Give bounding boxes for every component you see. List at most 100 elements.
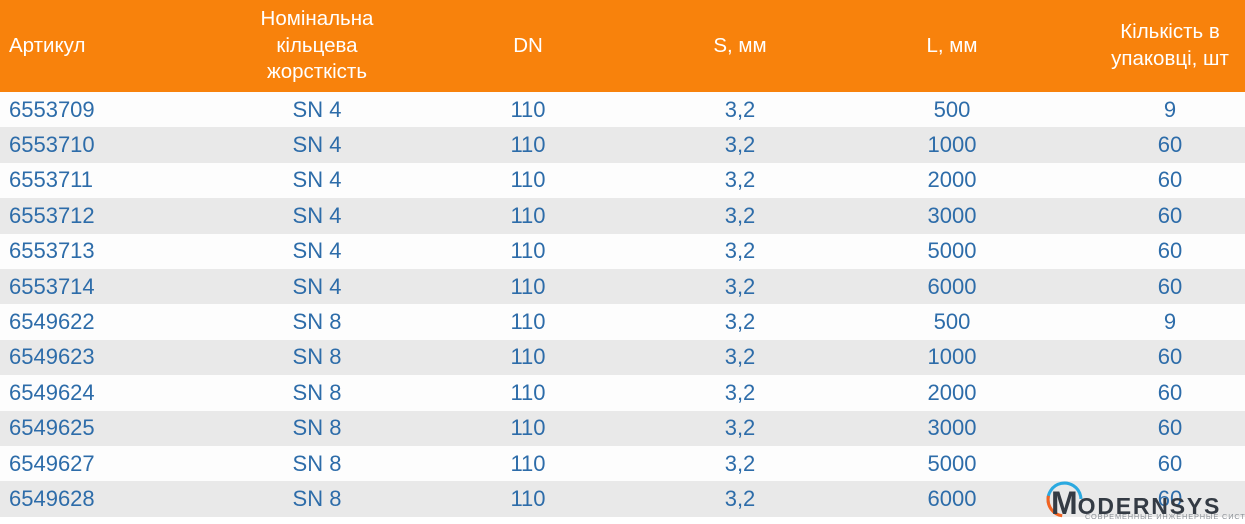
table-cell: 6549623 xyxy=(9,344,95,370)
logo-wordmark: M ODERNSYS xyxy=(1051,487,1221,519)
table-cell: SN 8 xyxy=(292,379,342,405)
table-row: 6553710 SN 4 110 3,2 1000 60 xyxy=(0,127,1245,163)
table-cell: 6549627 xyxy=(9,450,95,476)
table-cell: 110 xyxy=(510,96,546,122)
table-cell: 3,2 xyxy=(724,415,756,441)
table-cell: 6549624 xyxy=(9,379,95,405)
table-cell: 3000 xyxy=(927,202,977,228)
table-cell: 6553712 xyxy=(9,202,95,228)
logo-tagline: СОВРЕМЕННЫЕ ИНЖЕНЕРНЫЕ СИСТЕМЫ xyxy=(1085,512,1245,521)
table-cell: 3,2 xyxy=(724,485,756,511)
table-cell: 110 xyxy=(510,167,546,193)
table-row: 6549625 SN 8 110 3,2 3000 60 xyxy=(0,410,1245,446)
table-row: 6553712 SN 4 110 3,2 3000 60 xyxy=(0,198,1245,234)
table-row: 6553709 SN 4 110 3,2 500 9 xyxy=(0,92,1245,128)
table-cell: 3000 xyxy=(927,415,977,441)
table-cell: 60 xyxy=(1157,415,1183,441)
table-row: 6549623 SN 8 110 3,2 1000 60 xyxy=(0,339,1245,376)
table-cell: 6553714 xyxy=(9,273,95,299)
table-row: 6553714 SN 4 110 3,2 6000 60 xyxy=(0,268,1245,305)
table-cell: 60 xyxy=(1157,485,1183,511)
table-cell: 110 xyxy=(510,485,546,511)
table-cell: 110 xyxy=(510,238,546,264)
table-cell: 6549625 xyxy=(9,415,95,441)
logo-circle-icon xyxy=(1046,481,1083,518)
table-cell: 9 xyxy=(1163,96,1177,122)
table-cell: 6553711 xyxy=(9,167,94,193)
table-cell: 60 xyxy=(1157,167,1183,193)
table-cell: 3,2 xyxy=(724,273,756,299)
table-header-row: Артикул Номінальна кільцева жорсткість D… xyxy=(0,0,1245,92)
column-header-ring-stiffness: Номінальна кільцева жорсткість xyxy=(212,0,422,92)
table-cell: 500 xyxy=(933,96,971,122)
table-row: 6553711 SN 4 110 3,2 2000 60 xyxy=(0,162,1245,199)
column-header-s-mm: S, мм xyxy=(634,0,846,92)
table-row: 6549628 SN 8 110 3,2 6000 60 xyxy=(0,481,1245,517)
table-cell: 6549628 xyxy=(9,485,95,511)
table-cell: SN 8 xyxy=(292,415,342,441)
table-cell: SN 4 xyxy=(292,167,342,193)
table-cell: 60 xyxy=(1157,379,1183,405)
table-cell: 3,2 xyxy=(724,450,756,476)
table-cell: 110 xyxy=(510,309,546,335)
column-header-label: DN xyxy=(513,33,543,57)
table-cell: SN 4 xyxy=(292,202,342,228)
table-cell: 9 xyxy=(1163,309,1177,335)
table-cell: 6000 xyxy=(927,273,977,299)
table-cell: 500 xyxy=(933,309,971,335)
table-row: 6549627 SN 8 110 3,2 5000 60 xyxy=(0,445,1245,482)
table-cell: 6553710 xyxy=(9,132,95,158)
table-cell: 2000 xyxy=(927,167,977,193)
table-cell: 110 xyxy=(510,415,546,441)
column-header-label: Артикул xyxy=(9,33,86,57)
table-body: 6553709 SN 4 110 3,2 500 9 6553710 SN 4 110 3,2 10… xyxy=(0,92,1245,517)
table-cell: 1000 xyxy=(927,344,977,370)
table-cell: 60 xyxy=(1157,132,1183,158)
column-header-label: S, мм xyxy=(713,33,767,57)
table-cell: 60 xyxy=(1157,344,1183,370)
table-cell: SN 4 xyxy=(292,96,342,122)
table-row: 6549624 SN 8 110 3,2 2000 60 xyxy=(0,375,1245,411)
table-cell: 6553709 xyxy=(9,96,95,122)
table-cell: 110 xyxy=(510,202,546,228)
table-cell: SN 8 xyxy=(292,450,342,476)
column-header-label: Номінальна кільцева жорсткість xyxy=(260,7,374,84)
table-cell: 110 xyxy=(510,450,546,476)
table-row: 6549622 SN 8 110 3,2 500 9 xyxy=(0,304,1245,340)
table-cell: 3,2 xyxy=(724,167,756,193)
table-cell: SN 4 xyxy=(292,273,342,299)
table-cell: 3,2 xyxy=(724,96,756,122)
table-cell: SN 8 xyxy=(292,309,342,335)
table-cell: 2000 xyxy=(927,379,977,405)
table-cell: 5000 xyxy=(927,238,977,264)
table-cell: SN 8 xyxy=(292,485,342,511)
column-header-dn: DN xyxy=(422,0,634,92)
table-row: 6553713 SN 4 110 3,2 5000 60 xyxy=(0,233,1245,269)
table-cell: 3,2 xyxy=(724,344,756,370)
table-cell: 3,2 xyxy=(724,132,756,158)
table-cell: 60 xyxy=(1157,202,1183,228)
table-cell: SN 4 xyxy=(292,132,342,158)
table-cell: 6000 xyxy=(927,485,977,511)
column-header-l-mm: L, мм xyxy=(846,0,1058,92)
table-cell: 110 xyxy=(510,344,546,370)
table-cell: 60 xyxy=(1157,450,1183,476)
logo-wordmark-rest: ODERNSYS xyxy=(1077,493,1222,519)
table-cell: 110 xyxy=(510,379,546,405)
table-cell: SN 8 xyxy=(292,344,342,370)
table-cell: 110 xyxy=(510,132,546,158)
table-cell: 3,2 xyxy=(724,202,756,228)
table-cell: 3,2 xyxy=(724,238,756,264)
column-header-article: Артикул xyxy=(0,0,212,92)
table-cell: 5000 xyxy=(927,450,977,476)
logo-wordmark-initial: M xyxy=(1051,485,1078,521)
table-cell: 60 xyxy=(1157,273,1183,299)
column-header-label: Кількість в упаковці, шт xyxy=(1111,20,1229,70)
table-cell: 6549622 xyxy=(9,309,95,335)
table-cell: SN 4 xyxy=(292,238,342,264)
column-header-label: L, мм xyxy=(926,33,978,57)
table-cell: 60 xyxy=(1157,238,1183,264)
